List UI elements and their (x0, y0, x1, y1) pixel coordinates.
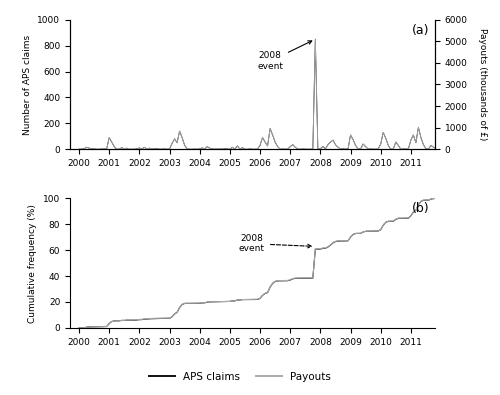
Legend: APS claims, Payouts: APS claims, Payouts (144, 367, 336, 386)
Text: 2008
event: 2008 event (239, 234, 312, 254)
Text: (b): (b) (412, 202, 430, 215)
Y-axis label: Payouts (thousands of £): Payouts (thousands of £) (478, 28, 487, 141)
Y-axis label: Cumulative frequency (%): Cumulative frequency (%) (28, 204, 38, 323)
Y-axis label: Number of APS claims: Number of APS claims (22, 34, 32, 135)
Text: 2008
event: 2008 event (257, 41, 312, 71)
Text: (a): (a) (412, 24, 430, 37)
